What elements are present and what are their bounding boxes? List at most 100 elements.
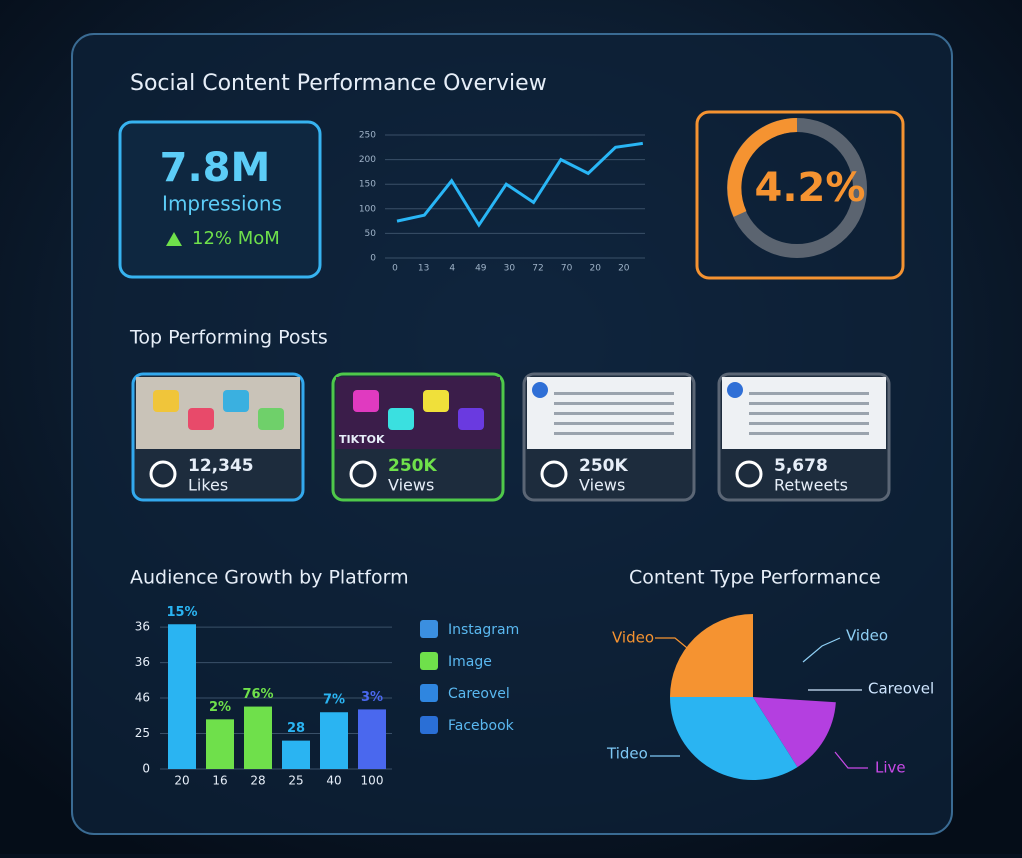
- post-image-detail: [153, 390, 179, 412]
- text-line: [554, 432, 674, 435]
- text-line: [749, 422, 869, 425]
- y-tick-label: 25: [135, 726, 150, 740]
- x-tick-label: 20: [174, 774, 189, 788]
- bar: [168, 624, 196, 769]
- post-label: Likes: [188, 476, 228, 495]
- x-tick-label: 49: [475, 264, 487, 274]
- gauge-arc: [727, 118, 798, 217]
- x-tick-label: 16: [212, 774, 227, 788]
- post-metric: 250K: [388, 456, 437, 476]
- text-line: [749, 402, 869, 405]
- x-tick-label: 28: [250, 774, 265, 788]
- x-tick-label: 100: [361, 774, 384, 788]
- y-tick-label: 50: [365, 229, 377, 239]
- value-label: 15%: [166, 605, 197, 620]
- gauge-card: [695, 110, 905, 280]
- title: Social Content Performance Overview: [130, 71, 547, 96]
- post-brand: TIKTOK: [339, 433, 385, 446]
- text-line: [749, 392, 869, 395]
- text-line: [749, 432, 869, 435]
- pie-label: Tideo: [606, 745, 648, 763]
- bar: [244, 706, 272, 769]
- y-tick-label: 46: [135, 691, 150, 705]
- chart-title: Audience Growth by Platform: [130, 567, 409, 589]
- y-tick-label: 150: [359, 180, 376, 190]
- pie-label: Video: [846, 627, 888, 645]
- post-label: Retweets: [774, 476, 848, 495]
- pie-label: Careovel: [868, 680, 934, 698]
- y-tick-label: 0: [370, 254, 376, 264]
- value-label: 7%: [323, 693, 345, 708]
- post-image-detail: [353, 390, 379, 412]
- bar: [282, 740, 310, 769]
- post-metric: 12,345: [188, 456, 254, 476]
- value-label: 3%: [361, 690, 383, 705]
- y-tick-label: 250: [359, 131, 376, 141]
- section-title: Top Performing Posts: [129, 327, 328, 349]
- x-tick-label: 0: [392, 264, 398, 274]
- post-label: Views: [388, 476, 434, 495]
- post-metric: 5,678: [774, 456, 828, 476]
- kpi-label: Impressions: [162, 192, 282, 216]
- post-image-detail: [258, 408, 284, 430]
- platform-icon: [540, 460, 568, 488]
- text-line: [554, 412, 674, 415]
- platform-icon: [149, 460, 177, 488]
- legend-label: Careovel: [448, 686, 510, 702]
- value-label: 2%: [209, 700, 231, 715]
- bar: [358, 709, 386, 769]
- post-label: Views: [579, 476, 625, 495]
- x-tick-label: 20: [589, 264, 601, 274]
- value-label: 28: [287, 721, 305, 736]
- post-avatar: [727, 382, 743, 398]
- legend-swatch: [420, 620, 438, 638]
- x-tick-label: 30: [504, 264, 516, 274]
- x-tick-label: 72: [532, 264, 543, 274]
- up-arrow: [166, 232, 182, 246]
- legend-swatch: [420, 652, 438, 670]
- legend-label: Facebook: [448, 718, 515, 734]
- x-tick-label: 40: [326, 774, 341, 788]
- chart-title: Content Type Performance: [629, 567, 881, 589]
- post-image-detail: [423, 390, 449, 412]
- text-line: [554, 392, 674, 395]
- legend-swatch: [420, 684, 438, 702]
- x-tick-label: 20: [618, 264, 630, 274]
- pie-label: Live: [875, 759, 906, 777]
- y-tick-label: 36: [135, 620, 150, 634]
- leader-line: [802, 637, 841, 663]
- kpi-change: 12% MoM: [192, 228, 280, 249]
- legend-swatch: [420, 716, 438, 734]
- legend-label: Image: [448, 654, 492, 670]
- bar: [320, 712, 348, 769]
- text-line: [554, 402, 674, 405]
- text-line: [554, 422, 674, 425]
- post-avatar: [532, 382, 548, 398]
- leader-line: [655, 637, 693, 653]
- pie-slice: [670, 614, 753, 697]
- y-tick-label: 36: [135, 655, 150, 669]
- platform-icon: [349, 460, 377, 488]
- line: [396, 141, 644, 228]
- post-image-detail: [458, 408, 484, 430]
- pie-slice: [753, 697, 836, 768]
- post-image-detail: [188, 408, 214, 430]
- legend-label: Instagram: [448, 622, 519, 638]
- x-tick-label: 4: [449, 264, 455, 274]
- pie-label: Video: [612, 629, 654, 647]
- post-image-detail: [388, 408, 414, 430]
- text-line: [749, 412, 869, 415]
- x-tick-label: 25: [288, 774, 303, 788]
- y-tick-label: 200: [359, 155, 376, 165]
- platform-icon: [735, 460, 763, 488]
- x-tick-label: 13: [418, 264, 429, 274]
- leader-line: [834, 751, 868, 769]
- y-tick-label: 0: [142, 762, 150, 776]
- kpi-card: [118, 120, 322, 279]
- y-tick-label: 100: [359, 204, 376, 214]
- gauge-value: 4.2%: [755, 165, 866, 211]
- value-label: 76%: [242, 687, 273, 702]
- post-image-detail: [223, 390, 249, 412]
- kpi-value: 7.8M: [160, 145, 271, 191]
